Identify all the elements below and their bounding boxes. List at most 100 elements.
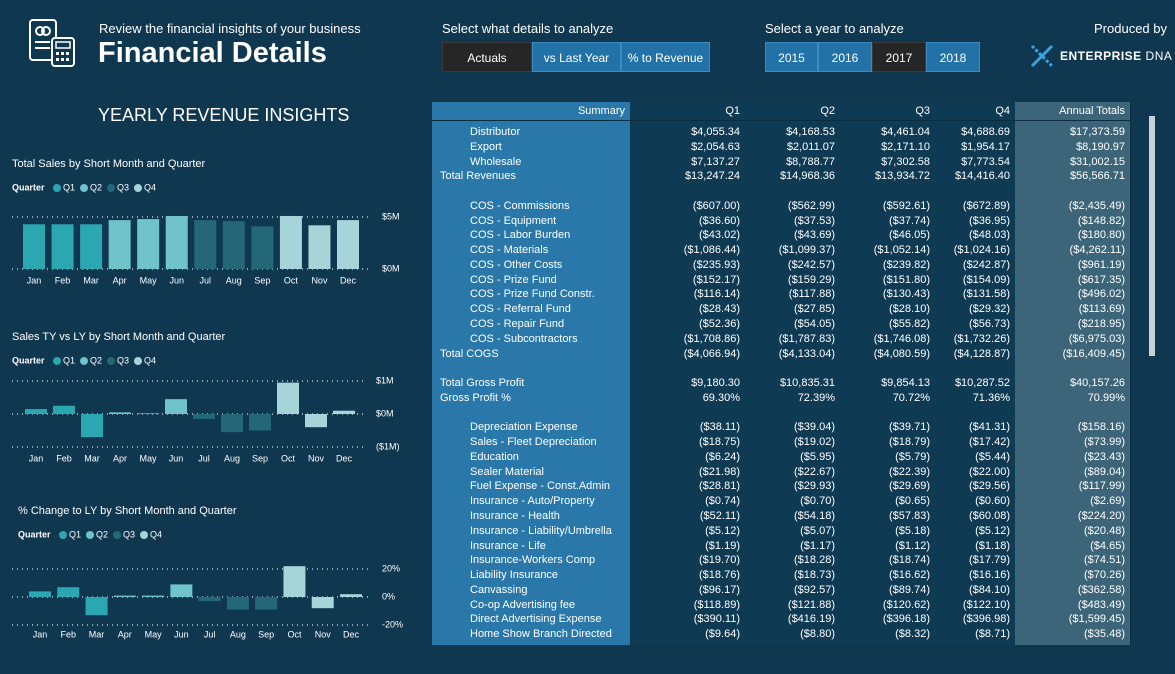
x-tick-label: Sep xyxy=(252,453,268,463)
option-button[interactable]: 2018 xyxy=(926,42,980,72)
legend-label: Q1 xyxy=(63,355,75,365)
table-cell: ($390.11) xyxy=(693,613,740,626)
table-cell: ($5.18) xyxy=(895,524,930,537)
option-button[interactable]: 2017 xyxy=(872,42,926,72)
table-cell: ($1.12) xyxy=(895,539,930,552)
bar xyxy=(57,587,80,597)
bar xyxy=(51,224,74,269)
x-tick-label: May xyxy=(145,629,163,639)
table-cell: $17,373.59 xyxy=(1069,126,1125,138)
table-cell: ($37.53) xyxy=(794,214,835,227)
table-cell: ($29.69) xyxy=(889,480,930,493)
bar xyxy=(85,597,108,616)
row-label: Education xyxy=(470,450,519,463)
row-label: COS - Equipment xyxy=(470,214,557,227)
x-tick-label: Mar xyxy=(89,629,105,639)
table-cell: ($4.65) xyxy=(1090,539,1125,552)
table-row: Sealer Material ($21.98) ($22.67) ($22.39) (… xyxy=(432,465,1130,480)
row-label: Total COGS xyxy=(440,347,499,360)
table-cell: ($1,732.26) xyxy=(953,332,1010,345)
table-cell: ($48.03) xyxy=(969,229,1010,242)
legend-label: Q3 xyxy=(123,529,135,539)
column-header: Q4 xyxy=(995,105,1010,117)
table-cell: 70.99% xyxy=(1087,391,1125,404)
table-cell: ($89.74) xyxy=(889,583,930,596)
table-row: Depreciation Expense ($38.11) ($39.04) ($39… xyxy=(432,420,1130,435)
table-cell: ($242.57) xyxy=(787,258,835,271)
x-tick-label: Feb xyxy=(56,453,72,463)
table-cell: ($92.57) xyxy=(794,583,835,596)
table-cell: ($483.49) xyxy=(1077,598,1125,611)
table-cell: ($55.82) xyxy=(889,318,930,330)
y-tick-label: $0M xyxy=(382,263,400,273)
option-button[interactable]: % to Revenue xyxy=(621,42,710,72)
table-cell: ($35.48) xyxy=(1084,628,1125,641)
x-tick-label: May xyxy=(139,453,157,463)
table-cell: ($46.05) xyxy=(889,229,930,242)
table-cell: ($5.44) xyxy=(975,450,1010,463)
row-label: Fuel Expense - Const.Admin xyxy=(470,480,611,493)
row-label: COS - Prize Fund Constr. xyxy=(470,288,595,301)
brand-name: ENTERPRISE xyxy=(1060,49,1142,63)
table-row: COS - Labor Burden ($43.02) ($43.69) ($46.0… xyxy=(432,228,1130,243)
table-cell: $4,461.04 xyxy=(881,126,930,138)
legend-label: Q4 xyxy=(144,182,156,192)
table-cell: ($1,746.08) xyxy=(873,332,930,345)
x-tick-label: Jul xyxy=(200,275,212,285)
x-tick-label: Mar xyxy=(84,453,100,463)
table-cell: ($224.20) xyxy=(1077,510,1125,523)
table-cell: ($4,262.11) xyxy=(1069,244,1125,257)
table-cell: $8,190.97 xyxy=(1076,140,1125,153)
table-cell: $7,302.58 xyxy=(881,155,930,168)
table-cell: ($5.95) xyxy=(800,450,835,463)
table-cell: $40,157.26 xyxy=(1069,377,1125,390)
table-row: Liability Insurance ($18.76) ($18.73) ($16.… xyxy=(432,568,1130,583)
table-cell: ($19.02) xyxy=(794,436,835,449)
table-cell: ($18.28) xyxy=(794,554,835,567)
table-cell: $7,137.27 xyxy=(691,155,740,168)
x-tick-label: Aug xyxy=(224,453,240,463)
table-row: COS - Other Costs ($235.93) ($242.57) ($239… xyxy=(432,258,1130,273)
x-tick-label: Feb xyxy=(55,275,71,285)
table-cell: ($562.99) xyxy=(787,199,835,212)
x-tick-label: Jan xyxy=(27,275,42,285)
table-cell: ($29.93) xyxy=(794,480,835,493)
legend-swatch xyxy=(80,357,88,365)
bar xyxy=(170,584,193,597)
option-button[interactable]: 2015 xyxy=(765,42,818,72)
legend-swatch xyxy=(80,184,88,192)
table-cell: ($8.80) xyxy=(800,628,835,641)
table-cell: ($1,052.14) xyxy=(873,244,930,257)
table-cell: ($5.07) xyxy=(800,524,835,537)
table-cell: ($43.69) xyxy=(794,229,835,242)
scroll-thumb[interactable] xyxy=(1149,116,1155,356)
table-row: COS - Commissions ($607.00) ($562.99) ($592… xyxy=(432,199,1130,214)
table-column xyxy=(745,102,841,645)
table-cell: ($117.88) xyxy=(788,288,835,301)
table-cell: ($1,708.86) xyxy=(683,332,740,345)
table-cell: $2,054.63 xyxy=(691,140,740,153)
table-cell: ($5.79) xyxy=(895,450,930,463)
legend-label: Q4 xyxy=(144,355,156,365)
table-cell: ($4,080.59) xyxy=(873,347,930,360)
x-tick-label: Aug xyxy=(226,275,242,285)
table-cell: ($2,435.49) xyxy=(1068,199,1125,212)
table-row: Total COGS ($4,066.94) ($4,133.04) ($4,080.… xyxy=(432,347,1130,362)
table-row: Insurance - Life ($1.19) ($1.17) ($1.12) ($1… xyxy=(432,539,1130,554)
option-button[interactable]: Actuals xyxy=(442,42,532,72)
bar xyxy=(226,597,249,610)
table-cell: ($5.12) xyxy=(975,524,1010,537)
legend-swatch xyxy=(53,184,61,192)
x-tick-label: Dec xyxy=(340,275,357,285)
row-label: Sealer Material xyxy=(470,465,544,478)
bar xyxy=(277,382,299,414)
bar xyxy=(255,597,278,610)
bar xyxy=(283,566,306,597)
table-cell: ($4,066.94) xyxy=(683,347,740,360)
row-label: Total Gross Profit xyxy=(440,377,525,390)
table-cell: 69.30% xyxy=(702,391,740,404)
option-button[interactable]: vs Last Year xyxy=(532,42,621,72)
table-cell: $10,835.31 xyxy=(779,377,835,390)
table-cell: ($37.74) xyxy=(889,214,930,227)
option-button[interactable]: 2016 xyxy=(818,42,872,72)
